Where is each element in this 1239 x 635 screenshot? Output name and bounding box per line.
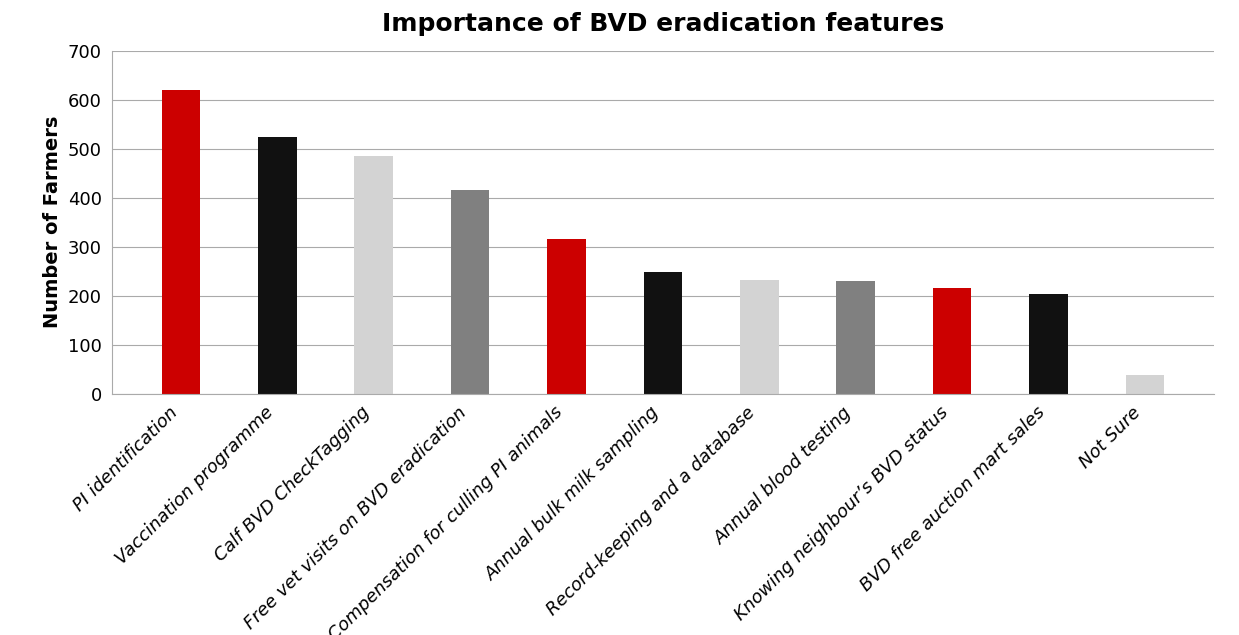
Bar: [836, 281, 875, 394]
Bar: [1125, 375, 1165, 394]
Bar: [933, 288, 971, 394]
Y-axis label: Number of Farmers: Number of Farmers: [43, 116, 62, 328]
Bar: [1030, 294, 1068, 394]
Bar: [161, 90, 201, 394]
Bar: [548, 239, 586, 394]
Bar: [258, 137, 296, 394]
Bar: [740, 279, 778, 394]
Bar: [451, 190, 489, 394]
Title: Importance of BVD eradication features: Importance of BVD eradication features: [382, 12, 944, 36]
Bar: [643, 272, 683, 394]
Bar: [354, 156, 393, 394]
